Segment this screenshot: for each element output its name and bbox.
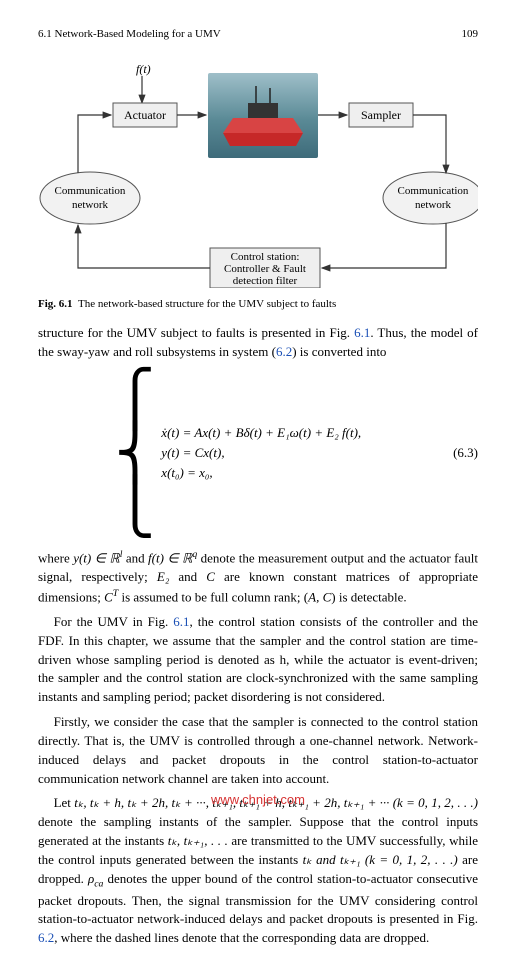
ref-eq-6-2: 6.2 (276, 344, 292, 359)
figure-6-1: f(t) Actuator (38, 58, 478, 288)
svg-text:Controller & Fault: Controller & Fault (224, 263, 306, 275)
svg-text:detection filter: detection filter (233, 275, 298, 287)
svg-text:Communication: Communication (398, 185, 469, 197)
paragraph-1: structure for the UMV subject to faults … (38, 324, 478, 362)
paragraph-5: Let tₖ, tₖ + h, tₖ + 2h, tₖ + ···, tₖ₊₁,… (38, 794, 478, 948)
page-number: 109 (462, 28, 479, 40)
umv-photo (208, 73, 318, 158)
ref-fig-6-2: 6.2 (38, 930, 54, 945)
ref-fig-6-1: 6.1 (354, 325, 370, 340)
svg-text:Sampler: Sampler (361, 108, 401, 122)
svg-text:Actuator: Actuator (124, 108, 166, 122)
equation-6-3: ⎧⎨⎩ ẋ(t) = Ax(t) + Bδ(t) + E₁ω(t) + E₂ f… (38, 372, 478, 534)
svg-text:network: network (72, 199, 109, 211)
svg-text:Communication: Communication (55, 185, 126, 197)
svg-text:network: network (415, 199, 452, 211)
paragraph-2: where y(t) ∈ ℝl and f(t) ∈ ℝq denote the… (38, 548, 478, 607)
paragraph-4: Firstly, we consider the case that the s… (38, 713, 478, 788)
watermark: www.chnjet.com (0, 792, 516, 807)
svg-text:Control station:: Control station: (231, 251, 300, 263)
figure-caption: Fig. 6.1 The network-based structure for… (38, 298, 478, 310)
section-header: 6.1 Network-Based Modeling for a UMV (38, 28, 221, 40)
ref-fig-6-1-b: 6.1 (173, 614, 189, 629)
svg-text:f(t): f(t) (136, 62, 151, 76)
paragraph-3: For the UMV in Fig. 6.1, the control sta… (38, 613, 478, 707)
